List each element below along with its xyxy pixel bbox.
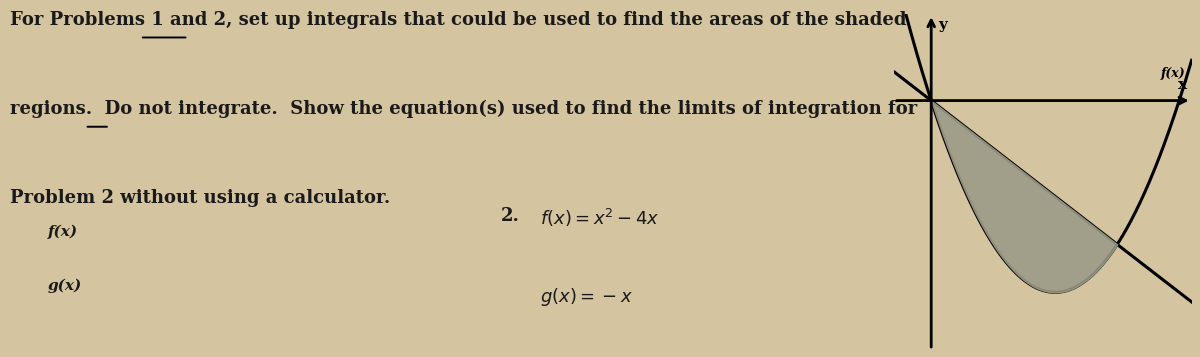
Text: y: y	[938, 18, 948, 32]
Text: Problem 2 without using a calculator.: Problem 2 without using a calculator.	[11, 189, 391, 207]
Text: f(x): f(x)	[1160, 67, 1186, 80]
Text: $g(x)=-x$: $g(x)=-x$	[540, 286, 634, 308]
Text: $f(x)=x^2-4x$: $f(x)=x^2-4x$	[540, 207, 660, 229]
Text: 2.: 2.	[502, 207, 520, 225]
Text: g(x): g(x)	[48, 278, 82, 293]
Text: regions.  Do not integrate.  Show the equation(s) used to find the limits of int: regions. Do not integrate. Show the equa…	[11, 100, 918, 118]
Text: For Problems 1 and 2, set up integrals that could be used to find the areas of t: For Problems 1 and 2, set up integrals t…	[11, 11, 907, 29]
Text: f(x): f(x)	[48, 225, 78, 239]
Text: x: x	[1177, 78, 1187, 92]
